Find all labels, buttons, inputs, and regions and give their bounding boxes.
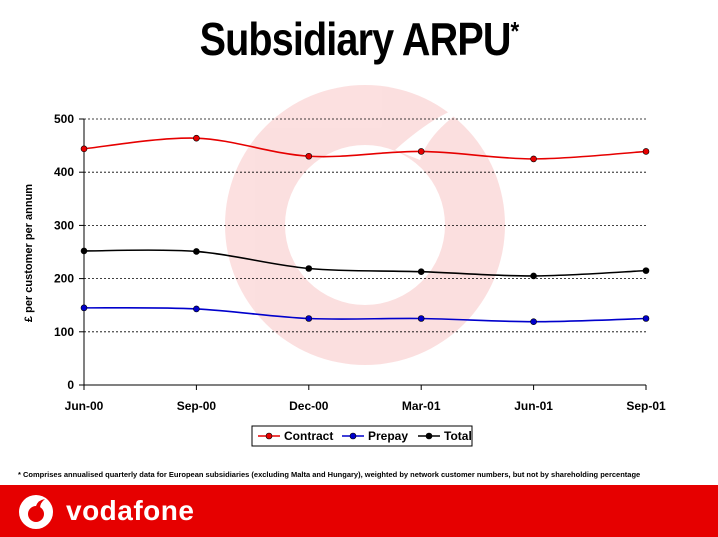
- y-tick-label: 400: [54, 165, 74, 179]
- slide-title: Subsidiary ARPU*: [50, 12, 667, 66]
- title-text: Subsidiary ARPU: [199, 13, 512, 65]
- x-tick-label: Jun-01: [514, 399, 553, 413]
- x-tick-label: Mar-01: [402, 399, 441, 413]
- vodafone-logo-icon: [19, 495, 53, 529]
- legend-label-prepay: Prepay: [368, 429, 408, 443]
- data-point-prepay: [642, 315, 650, 322]
- x-tick-labels: Jun-00 Sep-00 Dec-00 Mar-01 Jun-01 Sep-01: [65, 399, 666, 413]
- data-point-contract: [193, 134, 200, 142]
- series-line-contract: [83, 137, 647, 160]
- chart-legend: Contract Prepay Total: [251, 425, 473, 447]
- data-point-total: [305, 265, 313, 272]
- brand-footer: vodafone: [0, 485, 718, 537]
- chart-gridlines: [84, 118, 646, 333]
- data-point-total: [530, 272, 537, 280]
- data-point-total: [642, 267, 650, 274]
- y-tick-label: 0: [67, 378, 74, 392]
- data-point-total: [417, 268, 425, 275]
- data-point-prepay: [305, 315, 313, 322]
- data-point-total: [193, 248, 200, 255]
- y-tick-label: 100: [54, 325, 74, 339]
- legend-marker-contract: [265, 432, 273, 440]
- chart-series: [80, 134, 650, 325]
- footnote: * Comprises annualised quarterly data fo…: [18, 470, 641, 479]
- y-tick-label: 200: [54, 272, 74, 286]
- legend-label-total: Total: [444, 429, 472, 443]
- x-tick-label: Dec-00: [289, 399, 329, 413]
- data-point-contract: [417, 148, 425, 155]
- legend-marker-prepay: [349, 432, 357, 440]
- y-axis-label: £ per customer per annum: [23, 184, 35, 322]
- arpu-chart: 0 100 200 300 400 500 Jun-00 Sep-00 Dec-00 Mar-0…: [23, 85, 666, 447]
- brand-name: vodafone: [66, 495, 195, 526]
- legend-label-contract: Contract: [284, 429, 333, 443]
- title-asterisk: *: [510, 16, 520, 46]
- x-tick-label: Sep-00: [177, 399, 217, 413]
- data-point-prepay: [530, 318, 537, 325]
- y-tick-labels: 0 100 200 300 400 500: [54, 112, 74, 392]
- x-tick-label: Sep-01: [626, 399, 666, 413]
- series-line-total: [83, 249, 647, 277]
- legend-marker-total: [425, 432, 433, 440]
- data-point-contract: [530, 155, 537, 163]
- data-point-prepay: [80, 304, 88, 312]
- data-point-contract: [80, 145, 88, 153]
- y-tick-label: 300: [54, 218, 74, 232]
- data-point-total: [80, 247, 88, 255]
- series-line-prepay: [83, 306, 647, 323]
- data-point-prepay: [417, 315, 425, 322]
- data-point-prepay: [193, 305, 200, 313]
- data-point-contract: [305, 152, 313, 160]
- x-tick-label: Jun-00: [65, 399, 104, 413]
- data-point-contract: [642, 148, 650, 155]
- y-tick-label: 500: [54, 112, 74, 126]
